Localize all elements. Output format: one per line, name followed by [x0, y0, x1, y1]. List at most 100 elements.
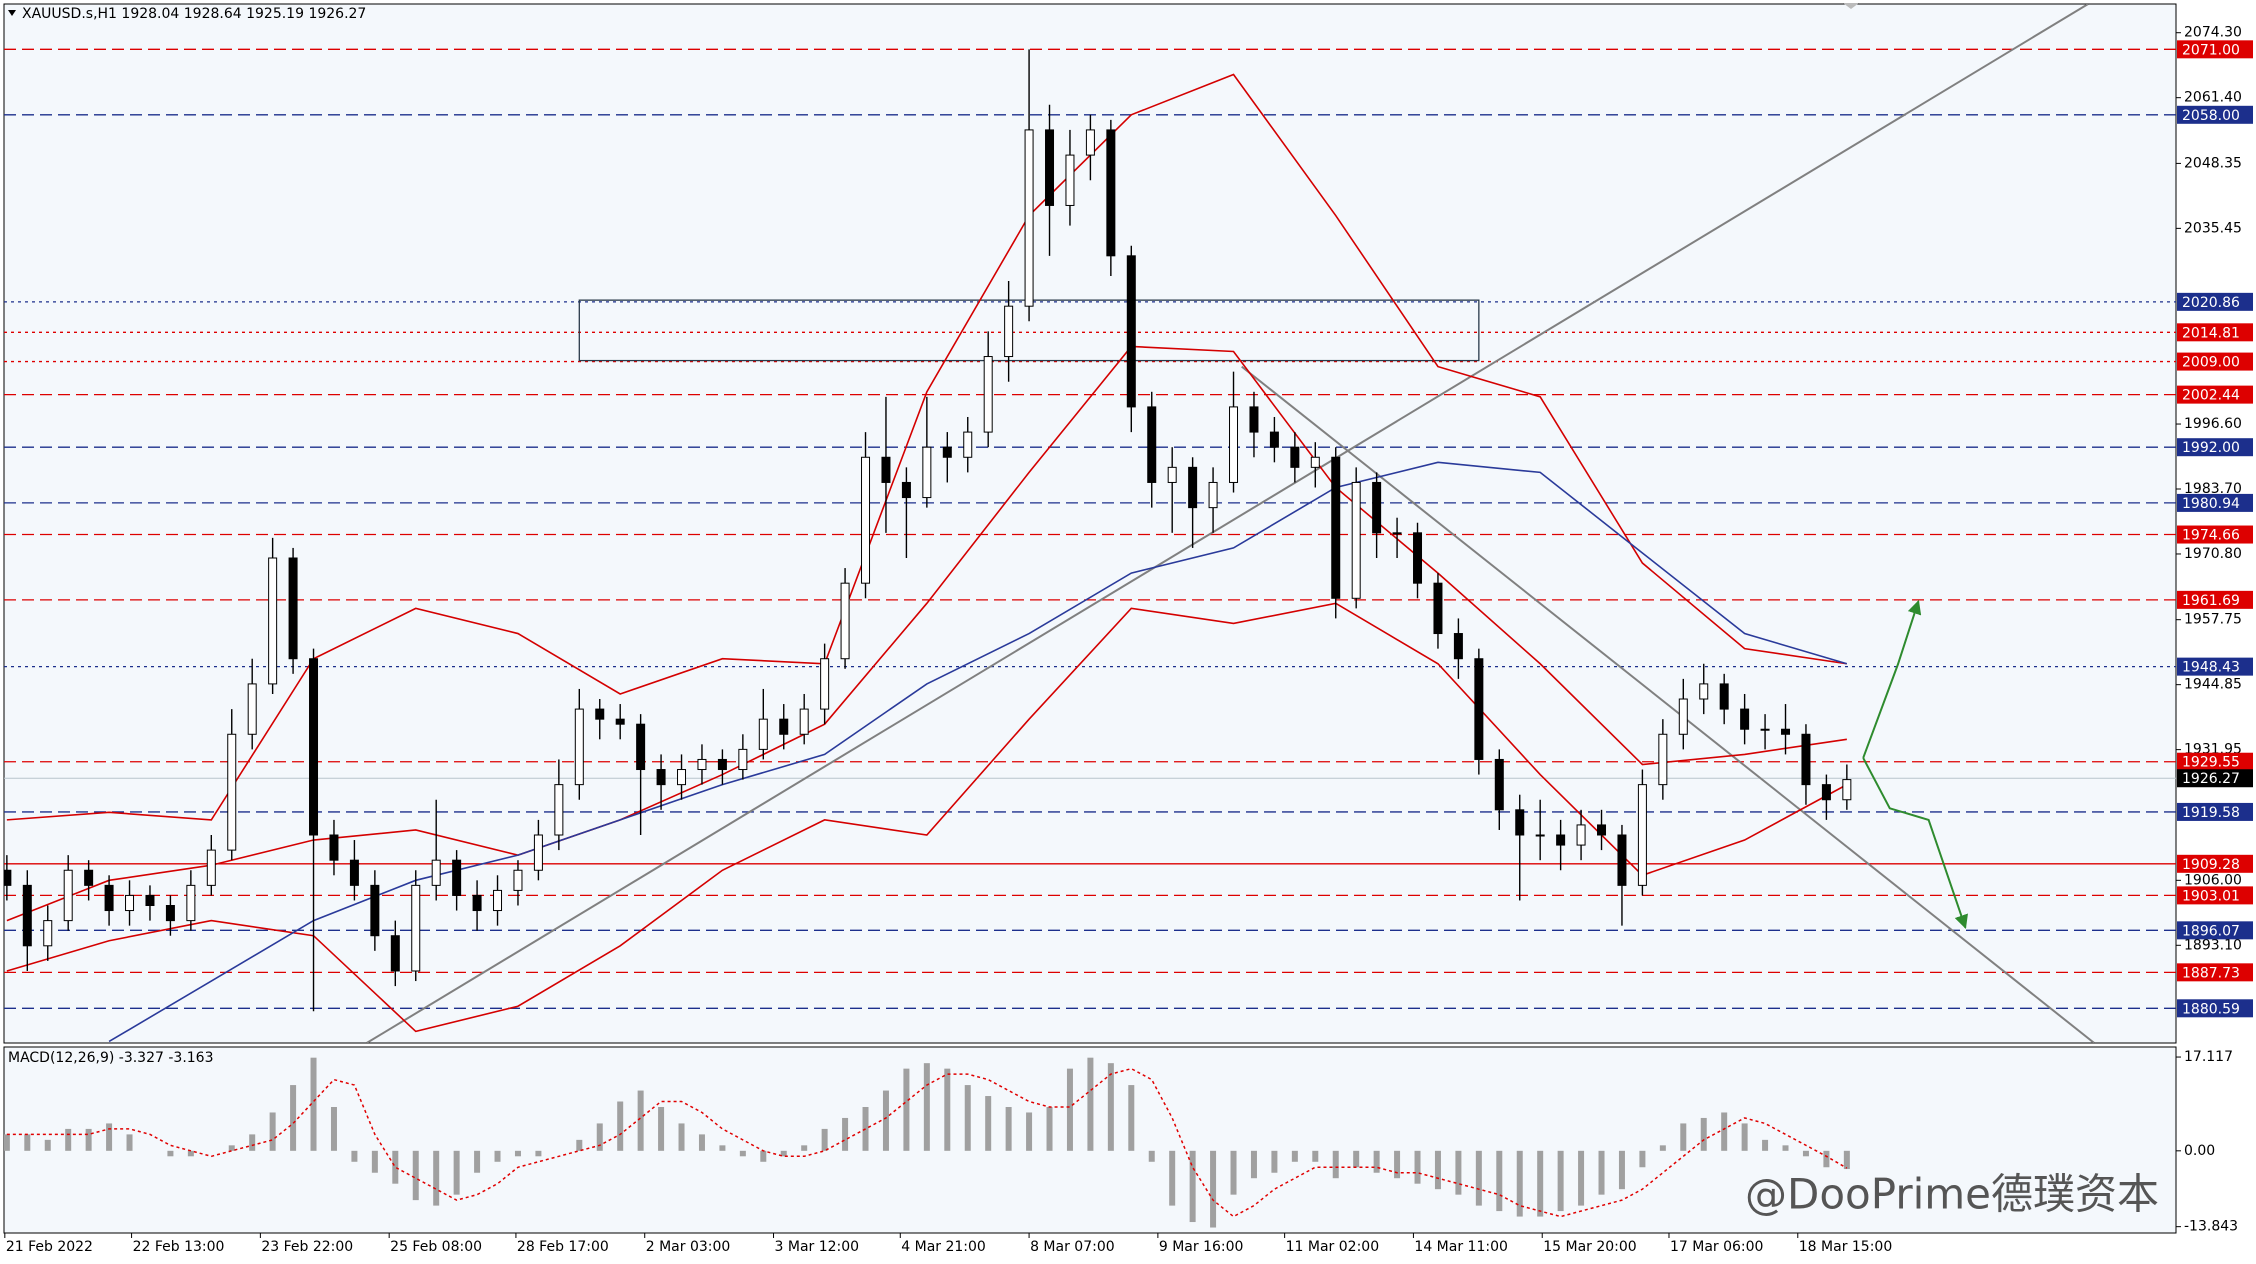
macd-bar	[1741, 1123, 1748, 1151]
x-tick-label: 2 Mar 03:00	[646, 1239, 731, 1255]
candle-body	[349, 859, 359, 886]
macd-bar	[1271, 1150, 1278, 1173]
macd-bar	[514, 1150, 521, 1157]
candle-body	[717, 758, 727, 771]
candle-body	[1760, 728, 1770, 731]
macd-bar	[351, 1150, 358, 1162]
level-label-box	[2177, 752, 2253, 771]
candle-body	[1065, 154, 1075, 206]
macd-bar	[106, 1123, 113, 1151]
level-label: 1919.58	[2182, 805, 2240, 821]
x-tick-label: 15 Mar 20:00	[1543, 1239, 1636, 1255]
candle-body	[1045, 129, 1055, 206]
candle-body	[1208, 481, 1218, 509]
candle-body	[1719, 683, 1729, 710]
level-label: 1909.28	[2182, 857, 2240, 873]
candle-body	[472, 894, 482, 912]
y-tick-label: 1983.70	[2184, 481, 2242, 497]
candle-body	[1249, 406, 1259, 433]
candle-body	[1392, 532, 1402, 535]
candle-body	[1617, 834, 1627, 886]
macd-bar	[44, 1139, 51, 1151]
level-label: 1980.94	[2182, 496, 2240, 512]
candle-body	[1351, 481, 1361, 599]
y-tick-label: 2035.45	[2184, 220, 2242, 236]
x-tick-label: 22 Feb 13:00	[133, 1239, 225, 1255]
level-label-box	[2177, 854, 2253, 873]
y-tick-label: 1957.75	[2184, 612, 2242, 628]
macd-bar	[1762, 1139, 1769, 1151]
macd-bar	[126, 1134, 133, 1151]
macd-bar	[678, 1123, 685, 1151]
macd-bar	[412, 1150, 419, 1201]
macd-bar	[1005, 1106, 1012, 1151]
candle-body	[1658, 733, 1668, 786]
candle-body	[615, 718, 625, 725]
level-label: 1929.55	[2182, 755, 2240, 771]
macd-bar	[1618, 1150, 1625, 1190]
candle-body	[1331, 456, 1341, 599]
candle-body	[370, 884, 380, 937]
macd-bar	[1639, 1150, 1646, 1168]
x-tick-label: 14 Mar 11:00	[1414, 1239, 1507, 1255]
level-label: 1992.00	[2182, 440, 2240, 456]
macd-bar	[944, 1068, 951, 1151]
macd-plot	[4, 1057, 1850, 1228]
candle-body	[1678, 698, 1688, 735]
macd-bar	[1659, 1145, 1666, 1151]
candle-body	[22, 884, 32, 947]
candle-body	[1801, 733, 1811, 786]
level-label-box	[2177, 657, 2253, 676]
y-tick-label: 2048.35	[2184, 155, 2242, 171]
candle-body	[1494, 758, 1504, 811]
level-label: 2058.00	[2182, 108, 2240, 124]
level-label: 2020.86	[2182, 295, 2240, 311]
candle-body	[125, 894, 135, 912]
macd-bar	[1087, 1057, 1094, 1151]
candle-body	[206, 849, 216, 886]
x-tick-label: 25 Feb 08:00	[390, 1239, 482, 1255]
level-label: 2002.44	[2182, 388, 2240, 404]
macd-bar	[801, 1145, 808, 1151]
candle-body	[677, 769, 687, 786]
level-label: 1896.07	[2182, 923, 2240, 939]
trendline	[366, 4, 2089, 1043]
level-label-box	[2177, 323, 2253, 342]
macd-bar	[494, 1150, 501, 1162]
macd-bar	[1802, 1150, 1809, 1157]
level-label-box	[2177, 525, 2253, 544]
level-label-box	[2177, 352, 2253, 371]
candle-body	[1474, 658, 1484, 760]
candle-body	[1004, 305, 1014, 358]
macd-bar	[576, 1139, 583, 1151]
macd-bar	[269, 1112, 276, 1151]
macd-bar	[698, 1134, 705, 1151]
candle-body	[1781, 728, 1791, 735]
macd-bar	[392, 1150, 399, 1184]
level-label: 1948.43	[2182, 660, 2240, 676]
candle-body	[1126, 255, 1136, 408]
candle-body	[840, 582, 850, 660]
level-label: 1880.59	[2182, 1001, 2240, 1017]
macd-bar	[1353, 1150, 1360, 1168]
candle-body	[574, 708, 584, 786]
candle-body	[1229, 406, 1239, 483]
candle-body	[922, 446, 932, 499]
level-label-box	[2177, 963, 2253, 982]
y-tick-label: 1944.85	[2184, 677, 2242, 693]
candle-body	[901, 481, 911, 499]
level-label: 2014.81	[2182, 325, 2240, 341]
candle-body	[1576, 824, 1586, 846]
candle-body	[309, 658, 319, 836]
macd-bar	[637, 1090, 644, 1151]
x-tick-label: 21 Feb 2022	[6, 1239, 93, 1255]
candle-body	[1556, 834, 1566, 846]
candle-body	[145, 894, 155, 907]
candle-body	[820, 658, 830, 710]
indicator-line	[108, 461, 1848, 1043]
candle-body	[595, 708, 605, 720]
candle-body	[268, 557, 278, 685]
candle-body	[1453, 633, 1463, 660]
y-tick-label: -13.843	[2184, 1219, 2238, 1235]
